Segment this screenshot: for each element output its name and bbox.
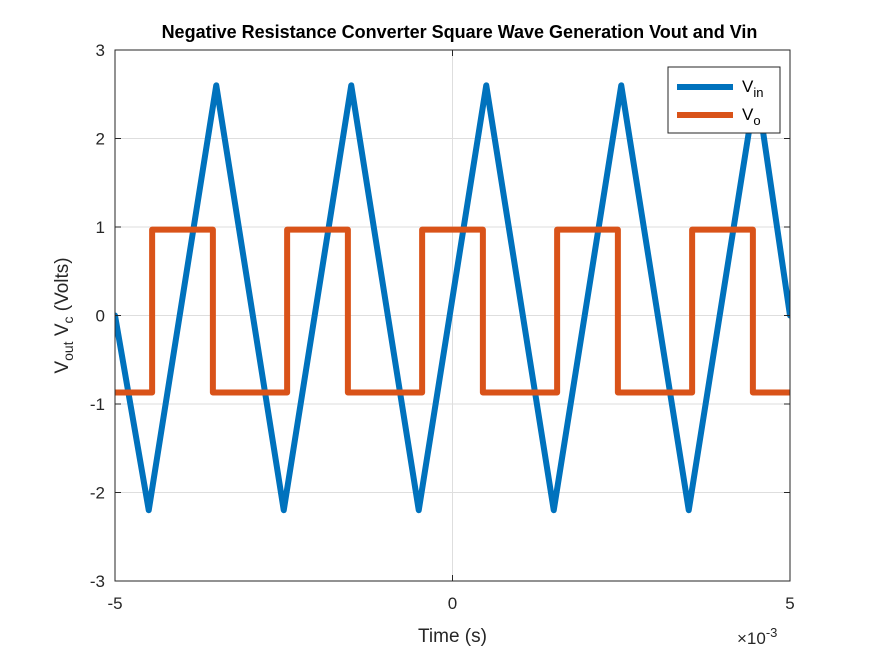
x-exponent-base: ×10 <box>737 629 766 648</box>
y-tick-label: 1 <box>96 218 105 237</box>
chart-title: Negative Resistance Converter Square Wav… <box>162 22 758 42</box>
y-tick-label: -1 <box>90 395 105 414</box>
y-label-sub-2: c <box>60 317 76 324</box>
legend-vo-base: V <box>742 105 754 124</box>
y-label-part-2: V <box>52 323 73 341</box>
legend-box <box>667 66 781 134</box>
legend-vin-sub: in <box>753 85 763 100</box>
x-tick-label: 5 <box>785 594 794 613</box>
y-tick-label: 3 <box>96 41 105 60</box>
legend: Vin Vo <box>667 66 781 134</box>
y-axis-label: Vout Vc (Volts) <box>52 257 76 373</box>
y-label-part-1: V <box>52 361 73 374</box>
series-layer <box>115 82 790 514</box>
ticks <box>114 49 791 582</box>
y-label-sub-1: out <box>60 341 76 361</box>
y-tick-label: -3 <box>90 572 105 591</box>
legend-label-vo: Vo <box>742 105 761 128</box>
x-axis-exponent: ×10-3 <box>737 625 777 648</box>
tick-labels: -5 0 5 -3 -2 -1 0 1 2 3 <box>90 41 795 613</box>
legend-vo-sub: o <box>753 113 760 128</box>
y-tick-label: -2 <box>90 484 105 503</box>
legend-label-vin: Vin <box>742 77 763 100</box>
x-exponent-power: -3 <box>766 625 778 640</box>
series-line-vin <box>115 82 790 514</box>
x-axis-label: Time (s) <box>418 626 487 647</box>
y-tick-label: 0 <box>96 307 105 326</box>
legend-vin-base: V <box>742 77 754 96</box>
x-tick-label: -5 <box>107 594 122 613</box>
x-tick-label: 0 <box>448 594 457 613</box>
series-line-vo <box>115 226 790 396</box>
y-tick-label: 2 <box>96 130 105 149</box>
y-label-part-3: (Volts) <box>52 257 73 316</box>
